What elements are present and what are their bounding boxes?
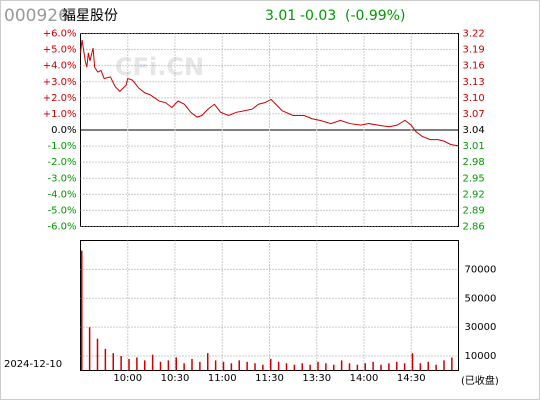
y2-tick-label: 3.04 [463, 125, 485, 136]
volume-bar [144, 360, 146, 371]
y-tick-label: +1.0% [43, 109, 77, 120]
volume-bar [104, 348, 107, 371]
volume-bar [403, 363, 406, 371]
volume-bar [333, 364, 335, 371]
x-tick-label: 14:30 [397, 373, 426, 384]
volume-bar [411, 353, 414, 371]
y-tick-label: -5.0% [47, 205, 76, 216]
volume-bar [191, 358, 193, 371]
volume-bar [443, 360, 445, 371]
volume-bar [207, 353, 209, 371]
price-line [80, 39, 459, 147]
y2-tick-label: 3.16 [463, 61, 485, 72]
volume-bar [167, 360, 170, 371]
volume-bar [396, 361, 398, 371]
y-tick-label: +4.0% [43, 61, 77, 72]
y-tick-label: +2.0% [43, 93, 77, 104]
y2-tick-label: 3.10 [463, 93, 485, 104]
x-tick-label: 10:00 [113, 373, 142, 384]
volume-bar [309, 364, 311, 371]
volume-bar [262, 364, 264, 371]
volume-bar [214, 360, 217, 371]
volume-tick-label: 30000 [465, 322, 497, 333]
volume-bar [427, 361, 429, 371]
volume-bar [175, 357, 177, 371]
volume-bar [183, 363, 185, 371]
volume-bar [380, 364, 382, 371]
x-tick-label: 14:00 [350, 373, 379, 384]
volume-tick-label: 50000 [465, 293, 497, 304]
volume-bar [317, 361, 319, 371]
volume-bar [372, 361, 374, 371]
y-tick-label: +5.0% [43, 45, 77, 56]
y-tick-label: -2.0% [47, 157, 76, 168]
volume-bar [285, 363, 288, 371]
volume-bar [356, 364, 359, 371]
volume-bar [254, 363, 256, 371]
y2-tick-label: 2.95 [463, 173, 485, 184]
volume-bar [293, 364, 296, 371]
y2-tick-label: 3.07 [463, 109, 485, 120]
volume-bar [348, 363, 351, 371]
volume-bar [88, 327, 91, 371]
volume-bar [301, 363, 303, 371]
stock-name: 福星股份 [62, 8, 118, 24]
volume-bar [419, 363, 422, 371]
volume-bar [325, 363, 327, 371]
y-tick-label: +3.0% [43, 77, 77, 88]
volume-tick-label: 10000 [465, 351, 497, 362]
stock-code: 000926 [4, 6, 69, 26]
volume-bar [159, 361, 162, 371]
volume-bar [136, 357, 138, 371]
y-tick-label: +6.0% [43, 29, 77, 40]
y-tick-label: -1.0% [47, 141, 76, 152]
volume-bar [128, 358, 130, 371]
volume-bar [388, 363, 390, 371]
volume-bar [199, 361, 201, 371]
y2-tick-label: 3.01 [463, 141, 485, 152]
status: (已收盘) [461, 374, 499, 387]
change-pct: (-0.99%) [345, 8, 405, 24]
volume-bar [222, 361, 225, 371]
x-tick-label: 11:00 [208, 373, 237, 384]
volume-bar [151, 354, 154, 371]
volume-bar [230, 363, 233, 371]
y2-tick-label: 2.86 [463, 222, 485, 233]
x-tick-label: 11:30 [255, 373, 284, 384]
y2-tick-label: 3.19 [463, 45, 485, 56]
volume-bar [112, 353, 114, 371]
volume-bar [270, 358, 272, 371]
price: 3.01 [265, 8, 296, 24]
y2-tick-label: 2.89 [463, 205, 485, 216]
volume-bar [435, 364, 437, 371]
change: -0.03 [300, 8, 336, 24]
x-tick-label: 10:30 [161, 373, 190, 384]
volume-tick-label: 70000 [465, 264, 497, 275]
y-tick-label: 0.0% [51, 125, 76, 136]
volume-bar [238, 360, 240, 371]
volume-bar [364, 363, 366, 371]
volume-bar [277, 361, 280, 371]
y-tick-label: -4.0% [47, 189, 76, 200]
volume-bar [340, 360, 343, 371]
volume-bar [246, 361, 248, 371]
y-tick-label: -3.0% [47, 173, 76, 184]
y2-tick-label: 3.13 [463, 77, 485, 88]
volume-bar [96, 338, 99, 371]
y2-tick-label: 3.22 [463, 29, 485, 40]
volume-bar [451, 357, 453, 371]
y2-tick-label: 2.98 [463, 157, 485, 168]
volume-bar [120, 356, 122, 371]
volume-bar [81, 250, 83, 371]
x-tick-label: 13:30 [302, 373, 331, 384]
date: 2024-12-10 [4, 359, 62, 370]
watermark: CFi.CN [115, 53, 204, 81]
y-tick-label: -6.0% [47, 222, 76, 233]
y2-tick-label: 2.92 [463, 189, 485, 200]
